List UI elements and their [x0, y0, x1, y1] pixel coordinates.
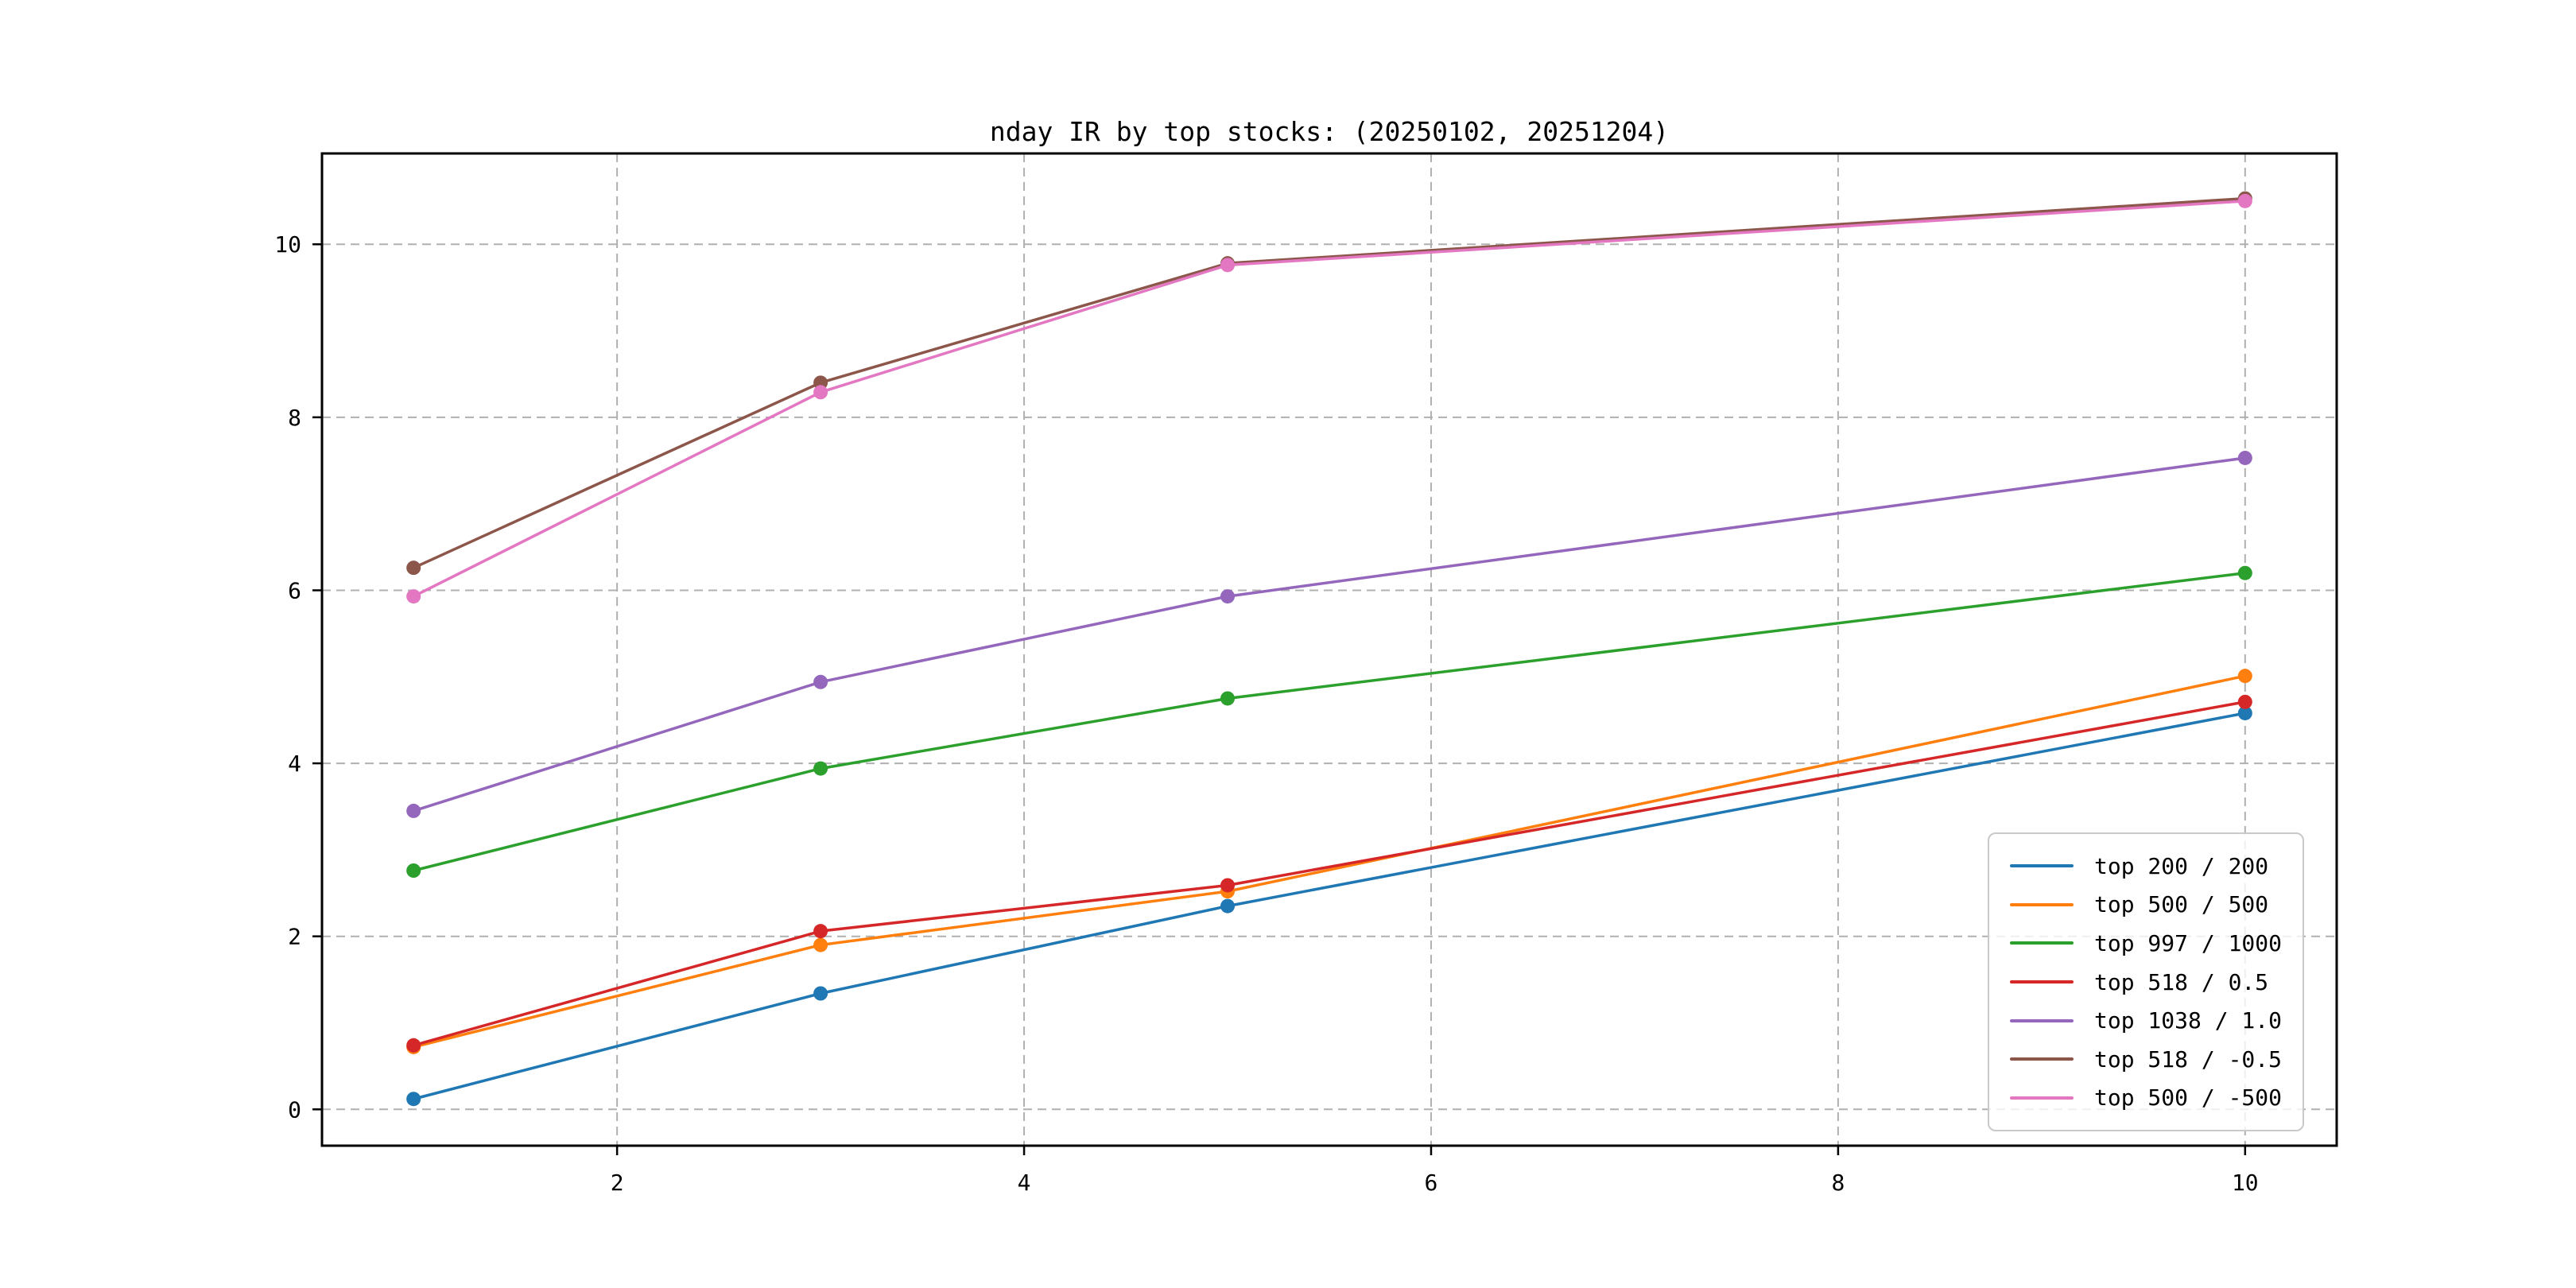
legend-line-sample — [2010, 1018, 2074, 1022]
series-line-4 — [413, 456, 2246, 813]
y-tick-label-2: 2 — [288, 924, 301, 950]
legend-line-sample — [2010, 1057, 2074, 1061]
series-line-2 — [413, 571, 2246, 872]
axes-frame — [320, 152, 2338, 1147]
chart-title: nday IR by top stocks: (20250102, 202512… — [989, 116, 1670, 147]
legend-label: top 1038 / 1.0 — [2094, 1007, 2283, 1034]
x-tick-label-10: 10 — [2232, 1170, 2259, 1196]
series-4-point-1 — [813, 674, 828, 689]
legend-label: top 518 / -0.5 — [2094, 1046, 2283, 1073]
series-6-point-1 — [813, 385, 828, 400]
series-6-point-0 — [406, 589, 421, 604]
y-tick-label-4: 4 — [288, 751, 301, 777]
legend-line-sample — [2010, 864, 2074, 868]
series-2-point-0 — [406, 863, 421, 878]
legend-label: top 518 / 0.5 — [2094, 968, 2269, 995]
series-2-point-2 — [1220, 691, 1236, 706]
series-0-point-1 — [813, 986, 828, 1001]
series-4-point-0 — [406, 803, 421, 818]
legend-line-sample — [2010, 902, 2074, 906]
legend-label: top 997 / 1000 — [2094, 929, 2283, 956]
series-4-point-2 — [1220, 589, 1236, 604]
legend-line-sample — [2010, 980, 2074, 983]
series-1-point-3 — [2237, 669, 2252, 684]
y-tick-label-0: 0 — [288, 1096, 301, 1123]
series-4-point-3 — [2237, 450, 2252, 465]
legend-item: top 997 / 1000 — [1989, 930, 2302, 956]
legend-item: top 500 / -500 — [1989, 1084, 2302, 1111]
legend: top 200 / 200 top 500 / 500 top 997 / 1000… — [1988, 832, 2304, 1131]
legend-item: top 518 / 0.5 — [1989, 969, 2302, 995]
series-0-point-3 — [2237, 705, 2252, 720]
legend-item: top 1038 / 1.0 — [1989, 1007, 2302, 1034]
series-0-point-0 — [406, 1092, 421, 1107]
x-tick-label-4: 4 — [1018, 1170, 1031, 1196]
series-6-point-2 — [1220, 258, 1236, 273]
legend-label: top 500 / -500 — [2094, 1084, 2283, 1111]
series-5-point-0 — [406, 561, 421, 576]
y-tick-label-8: 8 — [288, 405, 301, 431]
series-2-point-1 — [813, 761, 828, 776]
series-2-point-3 — [2237, 565, 2252, 580]
x-tick-label-2: 2 — [611, 1170, 624, 1196]
y-tick-label-10: 10 — [274, 231, 301, 258]
legend-item: top 200 / 200 — [1989, 853, 2302, 879]
legend-label: top 200 / 200 — [2094, 852, 2269, 879]
series-0-point-2 — [1220, 898, 1236, 914]
series-line-6 — [413, 200, 2245, 598]
series-3-point-2 — [1220, 878, 1236, 893]
series-line-1 — [413, 674, 2246, 1049]
series-1-point-1 — [813, 937, 828, 952]
series-6-point-3 — [2237, 193, 2252, 208]
series-line-3 — [413, 700, 2246, 1047]
series-3-point-0 — [406, 1038, 421, 1053]
x-tick-label-8: 8 — [1831, 1170, 1845, 1196]
series-3-point-1 — [813, 924, 828, 939]
series-line-0 — [413, 712, 2246, 1100]
x-tick-label-6: 6 — [1425, 1170, 1438, 1196]
legend-label: top 500 / 500 — [2094, 891, 2269, 918]
legend-line-sample — [2010, 1096, 2074, 1100]
y-tick-label-6: 6 — [288, 577, 301, 603]
series-3-point-3 — [2237, 694, 2252, 709]
legend-item: top 500 / 500 — [1989, 891, 2302, 918]
series-line-5 — [413, 196, 2245, 569]
legend-line-sample — [2010, 941, 2074, 945]
legend-item: top 518 / -0.5 — [1989, 1046, 2302, 1073]
